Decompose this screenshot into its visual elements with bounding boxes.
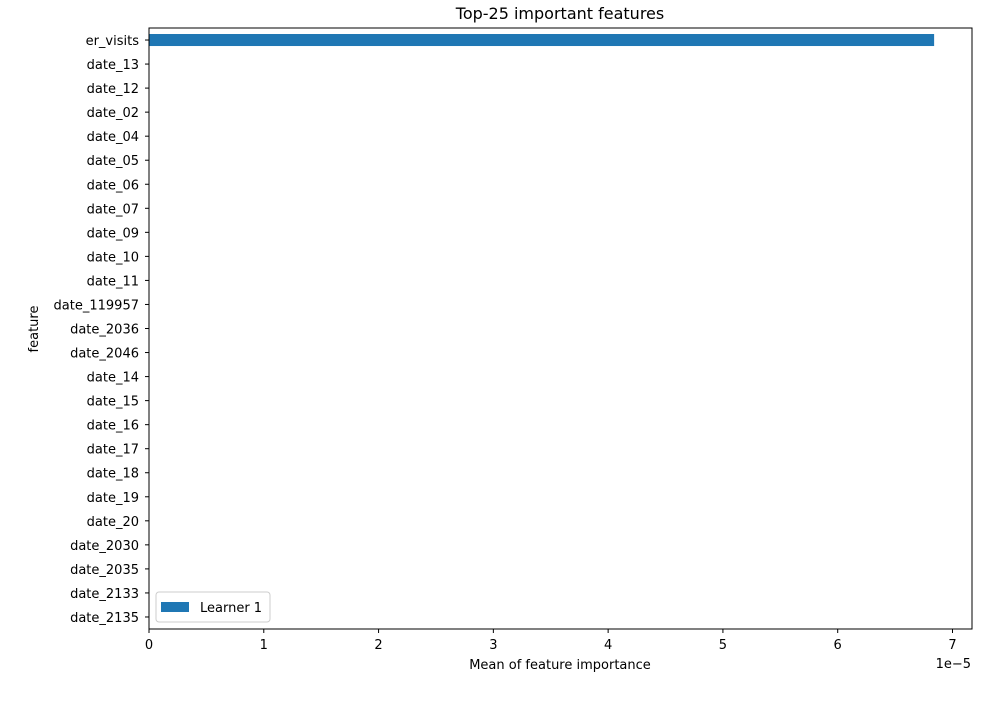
y-tick-label: date_2133: [70, 587, 139, 602]
y-tick-label: date_17: [87, 443, 139, 458]
y-tick-label: date_02: [87, 106, 139, 121]
y-tick-label: date_19: [87, 491, 139, 506]
x-tick-label: 6: [834, 638, 842, 653]
y-tick-label: date_10: [87, 250, 139, 265]
y-tick-label: date_06: [87, 178, 139, 193]
y-tick-label: date_2046: [70, 347, 139, 362]
x-tick-label: 3: [489, 638, 497, 653]
x-axis-offset-label: 1e−5: [936, 657, 971, 672]
x-tick-label: 5: [719, 638, 727, 653]
x-tick-label: 1: [260, 638, 268, 653]
y-tick-label: date_05: [87, 154, 139, 169]
y-tick-label: date_2036: [70, 323, 139, 338]
bar-er_visits: [149, 34, 935, 47]
legend: Learner 1: [155, 591, 271, 623]
y-tick-label: date_2030: [70, 539, 139, 554]
legend-swatch: [161, 602, 189, 612]
y-tick-label: date_04: [87, 130, 139, 145]
y-tick-label: er_visits: [86, 34, 140, 49]
y-axis-label: feature: [27, 306, 42, 353]
y-tick-label: date_07: [87, 202, 139, 217]
y-tick-label: date_18: [87, 467, 139, 482]
chart-title: Top-25 important features: [455, 4, 664, 23]
plot-frame: [148, 27, 973, 630]
y-tick-label: date_16: [87, 419, 139, 434]
y-tick-label: date_2135: [70, 611, 139, 626]
y-tick-label: date_2035: [70, 563, 139, 578]
x-axis-label: Mean of feature importance: [469, 658, 651, 673]
y-tick-label: date_14: [87, 371, 139, 386]
legend-box: [155, 591, 271, 623]
y-tick-label: date_13: [87, 58, 139, 73]
y-tick-label: date_119957: [54, 298, 139, 313]
y-tick-label: date_09: [87, 226, 139, 241]
x-tick-label: 7: [948, 638, 956, 653]
y-tick-label: date_15: [87, 395, 139, 410]
y-tick-label: date_12: [87, 82, 139, 97]
x-tick-label: 0: [145, 638, 153, 653]
x-tick-label: 4: [604, 638, 612, 653]
legend-label: Learner 1: [200, 601, 262, 616]
y-tick-label: date_11: [87, 274, 139, 289]
x-tick-label: 2: [374, 638, 382, 653]
y-tick-label: date_20: [87, 515, 139, 530]
